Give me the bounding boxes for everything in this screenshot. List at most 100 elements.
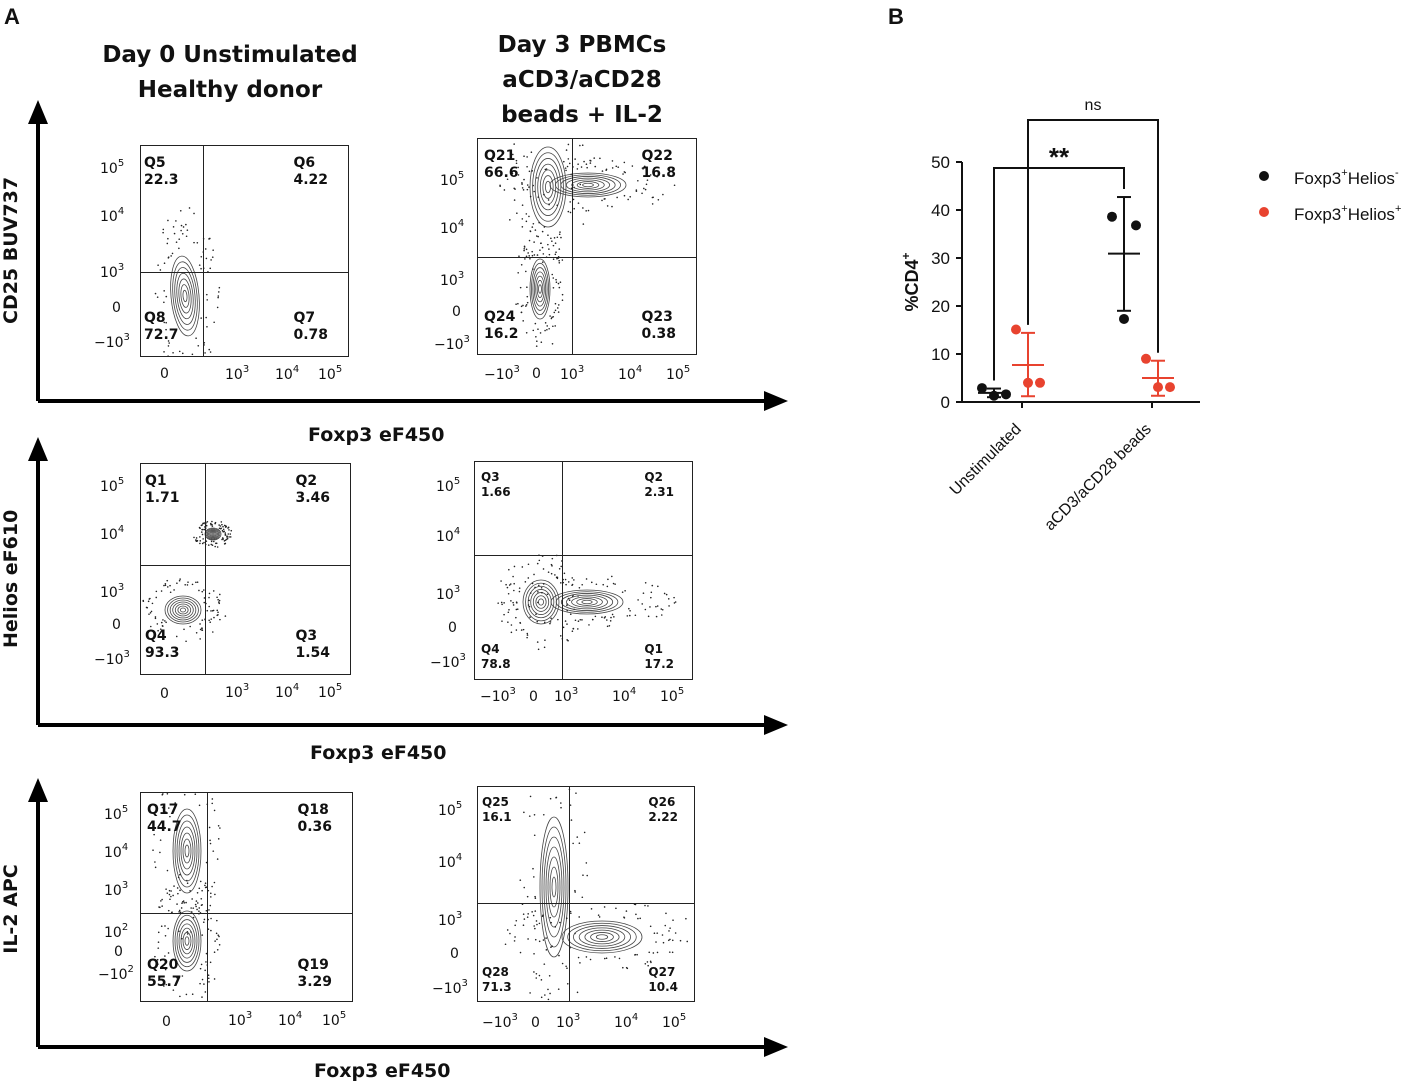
r1-left-xtick: 104	[275, 364, 300, 383]
r2-right-ytick: 103	[436, 584, 461, 603]
r1-left-xtick: 0	[160, 366, 169, 382]
r2-left-ytick: −103	[94, 649, 130, 668]
left-header-line-2: Healthy donor	[137, 77, 323, 103]
r3-right-xtick: 0	[531, 1015, 540, 1031]
chart-y-tick-label: 40	[931, 201, 950, 220]
r1-left-ytick: 0	[112, 300, 121, 316]
row2-y-label: Helios eF610	[0, 509, 22, 648]
chart-data-point	[977, 383, 987, 394]
chart-data-point	[1153, 382, 1163, 393]
r1-right-xtick: 105	[666, 364, 691, 383]
r2-left-q-ul: Q1 1.71	[145, 473, 180, 506]
r2-right-ytick: 0	[448, 620, 457, 636]
r3-left-ytick: 0	[114, 944, 123, 960]
right-header-line-1: Day 3 PBMCs	[497, 32, 667, 58]
r3-left-xtick: 103	[228, 1010, 253, 1029]
r3-right-xtick: 105	[662, 1012, 687, 1031]
r2-left-ytick: 103	[100, 582, 125, 601]
r1-left-q-lr: Q7 0.78	[293, 310, 328, 343]
sig-label-helios-pos: ns	[1085, 97, 1102, 114]
r1-right-xtick: 104	[618, 364, 643, 383]
r2-right-xtick: 103	[554, 686, 579, 705]
row1-y-label: CD25 BUV737	[0, 176, 22, 324]
right-header-line-2: aCD3/aCD28	[502, 67, 662, 93]
r2-right-ytick: 104	[436, 526, 461, 545]
chart-significance: ** ns	[993, 97, 1159, 381]
r3-left-xtick: 0	[162, 1014, 171, 1030]
r3-left-contours	[152, 793, 221, 998]
chart-data-point	[1165, 382, 1175, 393]
r3-left-q-ul: Q17 44.7	[147, 802, 182, 835]
r3-right-q-ul: Q25 16.1	[482, 795, 512, 824]
row3-y-label: IL-2 APC	[0, 864, 22, 954]
chart-y-ticks: 0 10 20 30 40 50	[931, 153, 962, 412]
chart-data-marks	[977, 196, 1175, 401]
right-header-line-3: beads + IL-2	[501, 102, 663, 128]
r2-left-xtick: 103	[225, 682, 250, 701]
r3-right-ytick: 104	[438, 852, 463, 871]
r3-left-plot: Q17 44.7 Q18 0.36 Q20 55.7 Q19 3.29	[140, 792, 353, 1002]
r1-left-plot: Q5 22.3 Q6 4.22 Q8 72.7 Q7 0.78	[140, 145, 349, 357]
r2-right-xtick: 105	[660, 686, 685, 705]
r2-left-q-lr: Q3 1.54	[295, 628, 330, 661]
panel-b-label: B	[888, 4, 904, 29]
r3-right-ytick: 105	[438, 800, 463, 819]
chart-data-point	[1023, 377, 1033, 388]
chart-data-point	[1001, 389, 1011, 400]
r3-left-xtick: 104	[278, 1010, 303, 1029]
r1-left-ytick: 103	[100, 262, 125, 281]
chart-data-point	[1011, 324, 1021, 335]
r1-left-xtick: 103	[225, 364, 250, 383]
r1-right-ytick: 0	[452, 304, 461, 320]
right-column-header: Day 3 PBMCs aCD3/aCD28 beads + IL-2	[452, 28, 712, 133]
row3-x-label: Foxp3 eF450	[314, 1060, 451, 1082]
r1-right-q-ll: Q24 16.2	[484, 309, 519, 342]
r2-left-xtick: 104	[275, 682, 300, 701]
r1-right-xtick: 103	[560, 364, 585, 383]
r3-left-ytick: 103	[104, 880, 129, 899]
r1-left-ytick: 104	[100, 206, 125, 225]
r2-right-xtick: 104	[612, 686, 637, 705]
r3-right-plot: Q25 16.1 Q26 2.22 Q28 71.3 Q27 10.4	[477, 786, 695, 1002]
r2-left-xtick: 0	[160, 686, 169, 702]
chart-category-label: Unstimulated	[947, 421, 1025, 499]
chart-data-point	[1035, 377, 1045, 388]
r1-right-xtick: 0	[532, 366, 541, 382]
r1-right-contours	[499, 143, 676, 347]
r2-left-ytick: 105	[100, 476, 125, 495]
r3-right-q-ur: Q26 2.22	[648, 795, 678, 824]
r1-left-q-ul: Q5 22.3	[144, 155, 179, 188]
r3-right-xtick: 104	[614, 1012, 639, 1031]
legend-label-helios-pos: Foxp3+Helios+	[1294, 203, 1401, 224]
r3-right-xtick: 103	[556, 1012, 581, 1031]
row1-x-label: Foxp3 eF450	[308, 424, 445, 446]
chart-category-label: aCD3/aCD28 beads	[1042, 421, 1155, 534]
r1-left-ytick: 105	[100, 158, 125, 177]
r1-left-q-ll: Q8 72.7	[144, 310, 179, 343]
r1-right-ytick: 104	[440, 218, 465, 237]
chart-y-tick-label: 20	[931, 297, 950, 316]
left-column-header: Day 0 Unstimulated Healthy donor	[100, 38, 360, 108]
r1-left-xtick: 105	[318, 364, 343, 383]
r3-right-xtick: −103	[482, 1012, 518, 1031]
r3-left-xtick: 105	[322, 1010, 347, 1029]
r2-right-xtick: 0	[529, 689, 538, 705]
sig-bracket-helios-pos	[1027, 119, 1159, 353]
r3-left-ytick: 102	[104, 922, 129, 941]
r2-left-q-ll: Q4 93.3	[145, 628, 180, 661]
r2-right-ytick: −103	[430, 652, 466, 671]
r1-right-ytick: −103	[434, 334, 470, 353]
left-header-line-1: Day 0 Unstimulated	[102, 42, 358, 68]
r1-left-q-ur: Q6 4.22	[293, 155, 328, 188]
panel-b-chart: 0 10 20 30 40 50 %CD4+ Unstimulated aCD3/aCD28…	[899, 97, 1401, 534]
legend-marker-helios-pos	[1259, 207, 1269, 217]
r3-right-q-lr: Q27 10.4	[648, 965, 678, 994]
chart-data-point	[1119, 313, 1129, 324]
sig-label-helios-neg: **	[1049, 142, 1070, 172]
r2-right-plot: Q3 1.66 Q2 2.31 Q4 78.8 Q1 17.2	[474, 461, 693, 680]
r3-right-ytick: 103	[438, 910, 463, 929]
chart-data-point	[1141, 353, 1151, 364]
chart-legend: Foxp3+Helios- Foxp3+Helios+	[1259, 167, 1401, 224]
r3-right-q-ll: Q28 71.3	[482, 965, 512, 994]
panel-a-label: A	[4, 4, 20, 29]
